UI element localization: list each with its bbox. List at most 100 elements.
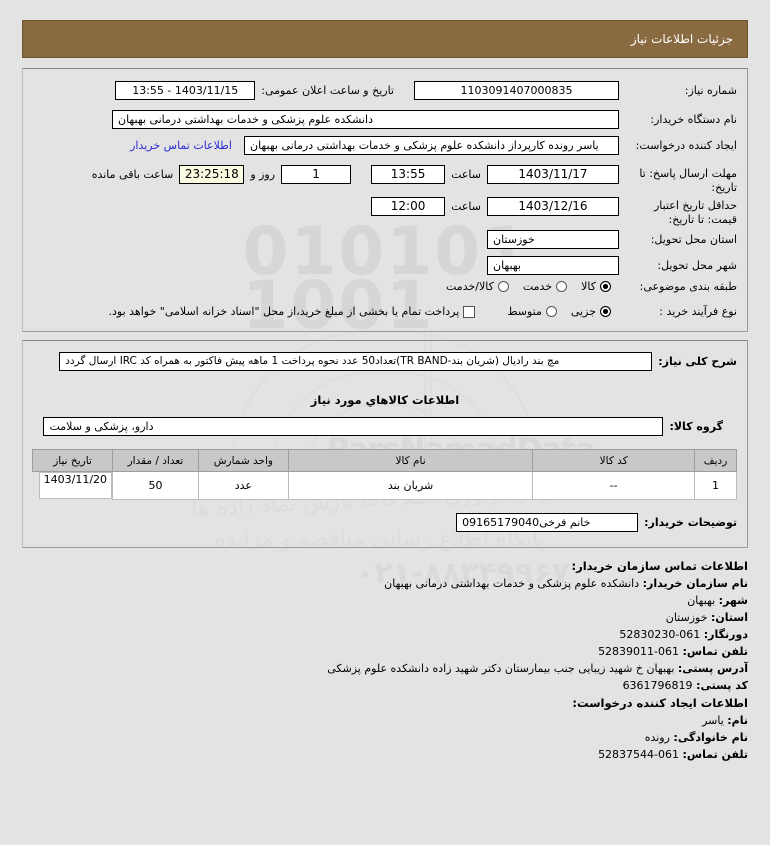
radio-category-khedmat[interactable]: خدمت (522, 280, 568, 294)
contact-value-postal: 6361796819 (622, 679, 693, 692)
row-category: طبقه بندی موضوعی: کالا خدمت کالا/خدمت (23, 280, 747, 294)
items-heading: اطلاعات کالاهاي مورد نیاز (310, 393, 460, 407)
requester-label-first-name: نام: (727, 714, 748, 727)
contact-label-postal: کد پستی: (696, 679, 748, 692)
row-requester: ایجاد کننده درخواست: یاسر روند‌ه کارپردا… (23, 136, 747, 155)
treasury-checkbox-icon[interactable] (463, 305, 476, 318)
buyer-org-value: دانشکده علوم پزشکی و خدمات بهداشتی درمان… (112, 110, 619, 129)
items-table-wrap: ردیف کد کالا نام کالا واحد شمارش تعداد /… (31, 449, 737, 500)
contact-value-city: بهبهان (687, 594, 716, 607)
radio-kala-icon[interactable] (600, 281, 611, 293)
col-date: تاریخ نیاز (31, 449, 114, 472)
validity-time-field: 12:00 (371, 197, 446, 216)
radio-process-motavaset[interactable]: متوسط (507, 305, 557, 318)
description-label: شرح کلی نیاز: (658, 355, 737, 368)
checkbox-treasury[interactable]: پرداخت تمام یا بخشی از مبلغ خرید،از محل … (109, 305, 476, 318)
contact-field-org: نام سازمان خریدار: دانشکده علوم پزشکی و … (22, 575, 748, 592)
cell-index: 1 (694, 471, 737, 500)
radio-motavaset-icon[interactable] (545, 306, 557, 318)
description-value: مچ بند رادیال (شریان بند-TR BAND)تعداد50… (59, 352, 653, 371)
row-province: استان محل تحویل: خوزستان (23, 230, 747, 249)
requester-label: ایجاد کننده درخواست: (635, 138, 737, 152)
row-deadline: مهلت ارسال پاسخ: تا تاریخ: 1403/11/17 سا… (23, 165, 747, 195)
need-info-panel: شماره نیاز: 1103091407000835 تاریخ و ساع… (22, 68, 748, 332)
table-row: 1 -- شریان بند عدد 50 1403/11/20 (33, 471, 737, 500)
radio-jozi-label: جزیی (570, 305, 596, 319)
contact-field-fax: دورنگار: 52830230-061 (22, 626, 748, 643)
requester-value-phone: 52837544-061 (598, 748, 680, 761)
row-validity: حداقل تاریخ اعتبار قیمت: تا تاریخ: 1403/… (23, 197, 747, 227)
table-header-row: ردیف کد کالا نام کالا واحد شمارش تعداد /… (31, 449, 737, 472)
notes-value: خانم فرخی09165179040 (456, 513, 639, 532)
requester-value: یاسر روند‌ه کارپرداز دانشکده علوم پزشکی … (244, 136, 619, 155)
page-title: جزئیات اطلاعات نیاز (630, 32, 733, 46)
province-value: خوزستان (487, 230, 619, 249)
contact-label-address: آدرس پستی: (677, 662, 748, 675)
city-value: بهبهان (487, 256, 619, 275)
contact-field-address: آدرس پستی: بهبهان خ شهید زیبایی جنب بیما… (22, 660, 748, 677)
radio-process-jozi[interactable]: جزیی (571, 305, 611, 318)
process-label: نوع فرآیند خرید : (659, 305, 737, 318)
validity-hour-label: ساعت (451, 200, 481, 213)
items-heading-wrap: اطلاعات کالاهاي مورد نیاز (23, 389, 747, 408)
radio-category-kala-khedmat[interactable]: کالا/خدمت (446, 280, 509, 293)
countdown-suffix-label: ساعت باقی مانده (91, 168, 174, 181)
buyer-contact-link[interactable]: اطلاعات تماس خریدار (130, 139, 232, 152)
col-code: کد کالا (532, 449, 696, 472)
deadline-label: مهلت ارسال پاسخ: تا تاریخ: (639, 167, 737, 194)
col-index: ردیف (694, 449, 737, 472)
requester-label-last-name: نام خانوادگی: (673, 731, 748, 744)
deadline-time-field: 13:55 (371, 165, 446, 184)
contact-label-fax: دورنگار: (703, 628, 748, 641)
radio-jozi-icon[interactable] (600, 306, 611, 318)
radio-khedmat-icon[interactable] (556, 281, 568, 293)
requester-value-first-name: یاسر (702, 714, 724, 727)
announce-value: 1403/11/15 - 13:55 (115, 81, 256, 100)
group-value: دارو، پزشکی و سلامت (43, 417, 664, 436)
need-number-label: شماره نیاز: (684, 83, 737, 97)
row-group: گروه کالا: دارو، پزشکی و سلامت (23, 417, 747, 436)
deadline-days-field: 1 (281, 165, 352, 184)
requester-heading: اطلاعات ایجاد کننده درخواست: (572, 696, 748, 710)
validity-label: حداقل تاریخ اعتبار قیمت: تا تاریخ: (653, 199, 737, 226)
col-name: نام کالا (287, 449, 534, 472)
contact-field-phone: تلفن تماس: 52839011-061 (22, 643, 748, 660)
page-title-bar: جزئیات اطلاعات نیاز (22, 20, 748, 58)
contact-field-city: شهر: بهبهان (22, 592, 748, 609)
contact-value-fax: 52830230-061 (619, 628, 701, 641)
radio-kala-khedmat-label: کالا/خدمت (446, 280, 494, 294)
cell-quantity: 50 (112, 471, 199, 500)
radio-motavaset-label: متوسط (507, 305, 542, 319)
contact-org-heading: اطلاعات تماس سازمان خریدار: (571, 559, 748, 573)
requester-label-phone: تلفن تماس: (682, 748, 748, 761)
validity-date-field: 1403/12/16 (487, 197, 619, 216)
city-label: شهر محل تحویل: (657, 258, 737, 272)
contact-label-province: استان: (711, 611, 748, 624)
radio-khedmat-label: خدمت (522, 280, 553, 294)
cell-code: -- (532, 471, 696, 500)
requester-field-last-name: نام خانوادگی: روند‌ه (22, 729, 748, 746)
treasury-checkbox-label: پرداخت تمام یا بخشی از مبلغ خرید،از محل … (108, 305, 460, 319)
group-label: گروه کالا: (669, 420, 723, 433)
col-unit: واحد شمارش (197, 449, 289, 472)
need-number-value: 1103091407000835 (414, 81, 619, 100)
contact-value-province: خوزستان (665, 611, 708, 624)
announce-label: تاریخ و ساعت اعلان عمومی: (261, 84, 394, 97)
row-need-number: شماره نیاز: 1103091407000835 تاریخ و ساع… (23, 81, 747, 100)
deadline-days-label: روز و (250, 168, 276, 181)
radio-category-kala[interactable]: کالا (581, 280, 611, 293)
requester-field-phone: تلفن تماس: 52837544-061 (22, 746, 748, 763)
row-description: شرح کلی نیاز: مچ بند رادیال (شریان بند-T… (23, 352, 747, 371)
row-city: شهر محل تحویل: بهبهان (23, 256, 747, 275)
contact-value-org: دانشکده علوم پزشکی و خدمات بهداشتی درمان… (384, 577, 640, 590)
col-quantity: تعداد / مقدار (112, 449, 199, 472)
requester-field-first-name: نام: یاسر (22, 712, 748, 729)
items-table: ردیف کد کالا نام کالا واحد شمارش تعداد /… (31, 449, 737, 500)
category-label: طبقه بندی موضوعی: (639, 280, 737, 293)
radio-kala-khedmat-icon[interactable] (497, 281, 509, 293)
row-buyer-org: نام دستگاه خریدار: دانشکده علوم پزشکی و … (23, 110, 747, 129)
countdown-field: 23:25:18 (179, 165, 245, 184)
buyer-org-label: نام دستگاه خریدار: (650, 112, 737, 126)
notes-label: توضیحات خریدار: (644, 516, 737, 529)
cell-unit: عدد (197, 471, 289, 500)
